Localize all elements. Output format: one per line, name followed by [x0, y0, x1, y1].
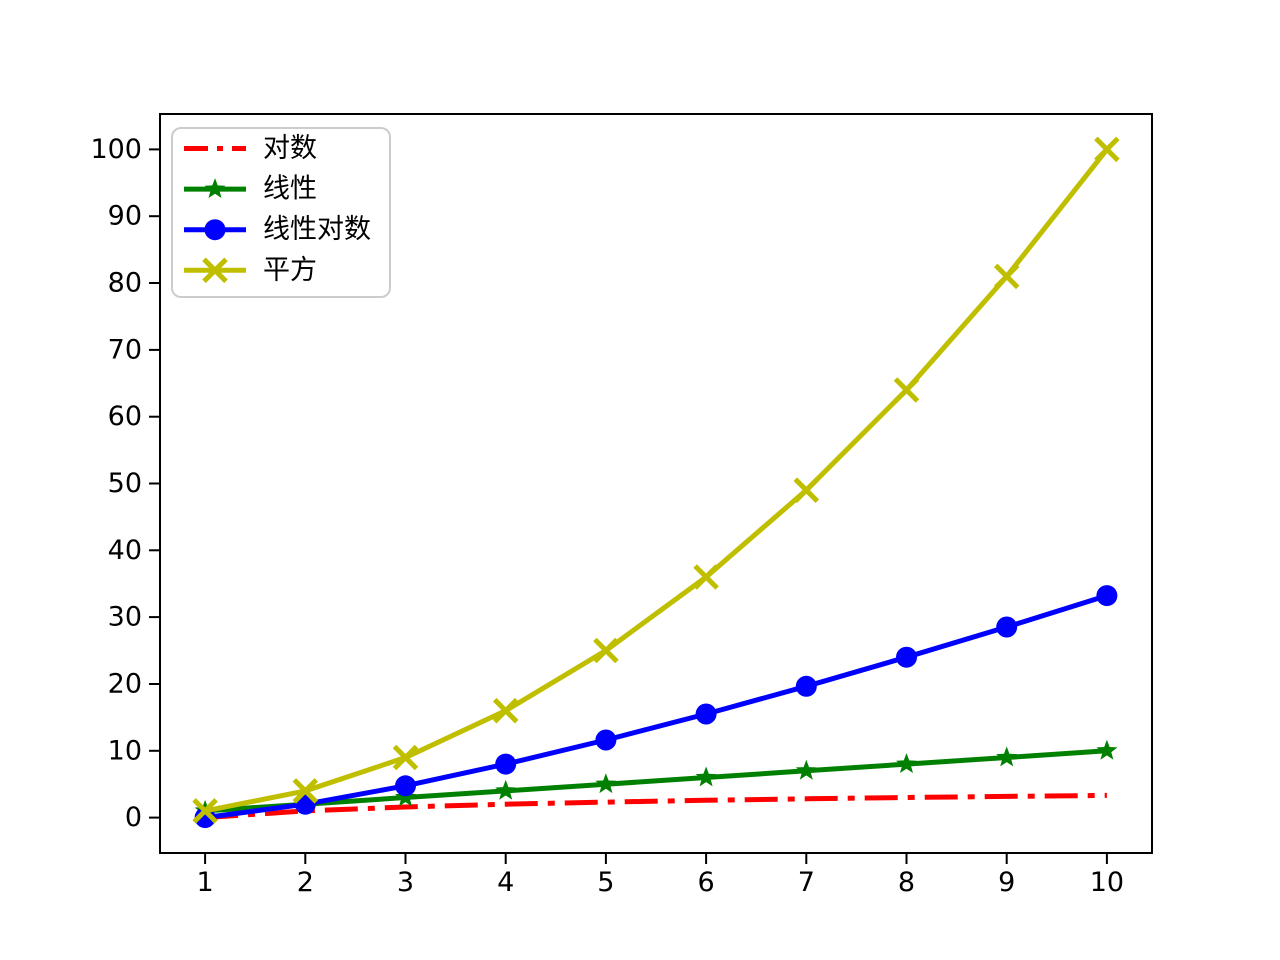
circle-marker-icon: [695, 703, 717, 725]
x-marker-icon: [693, 564, 719, 590]
y-tick-label: 30: [108, 602, 142, 633]
x-tick-label: 5: [597, 867, 614, 898]
star-marker-icon: [1096, 739, 1118, 760]
star-marker-icon: [595, 773, 617, 794]
legend-label: 线性对数: [263, 214, 371, 245]
x-marker-icon: [793, 477, 820, 503]
y-tick-label: 40: [108, 535, 142, 566]
circle-marker-icon: [996, 616, 1018, 638]
legend-entry: 线性: [184, 174, 317, 205]
y-tick-label: 50: [108, 468, 142, 499]
y-tick-label: 80: [108, 268, 142, 299]
star-marker-icon: [204, 178, 226, 198]
circle-marker-icon: [795, 675, 817, 697]
y-tick-label: 10: [108, 735, 142, 766]
x-tick-label: 1: [197, 867, 214, 898]
y-tick-label: 0: [125, 802, 142, 833]
legend-label: 平方: [263, 255, 317, 286]
circle-marker-icon: [204, 219, 226, 241]
legend-entry: 平方: [184, 255, 317, 286]
legend-label: 对数: [263, 133, 317, 164]
series-line: [204, 147, 1109, 814]
x-axis: 1 2 3 4 5 6 7 8 9 10: [197, 854, 1124, 898]
x-marker-icon: [202, 257, 228, 284]
star-marker-icon: [795, 759, 817, 780]
x-tick-label: 6: [698, 867, 715, 898]
y-tick-label: 60: [108, 401, 142, 432]
x-tick-label: 9: [998, 867, 1015, 898]
x-marker-icon: [893, 377, 920, 403]
legend-box: [171, 127, 391, 298]
series-line: [204, 748, 1108, 814]
x-tick-label: 4: [497, 867, 514, 898]
x-marker-icon: [593, 637, 619, 664]
legend-entry: 对数: [184, 133, 317, 164]
y-axis: 0 10 20 30 40 50 60 70 80 90 100: [90, 134, 159, 833]
series-4: [192, 136, 1120, 824]
star-marker-icon: [896, 753, 917, 773]
x-marker-icon: [192, 798, 218, 824]
x-marker-icon: [292, 778, 319, 804]
y-tick-label: 70: [108, 334, 142, 365]
x-tick-label: 7: [798, 867, 815, 898]
series-line: [204, 593, 1108, 821]
y-tick-label: 20: [108, 669, 142, 700]
x-tick-label: 3: [397, 867, 414, 898]
circle-marker-icon: [1096, 585, 1118, 607]
circle-marker-icon: [495, 753, 517, 775]
legend-label: 线性: [263, 174, 317, 205]
x-marker-icon: [993, 263, 1020, 290]
series-1: [204, 792, 1107, 821]
legend-entry: 线性对数: [184, 214, 371, 245]
plot-border: [159, 113, 1153, 854]
circle-marker-icon: [595, 729, 617, 751]
star-marker-icon: [996, 746, 1018, 767]
star-marker-icon: [395, 786, 416, 807]
x-marker-icon: [392, 744, 419, 771]
x-tick-label: 10: [1090, 867, 1124, 898]
y-tick-label: 100: [90, 134, 142, 165]
circle-marker-icon: [395, 775, 416, 797]
x-tick-label: 2: [297, 867, 314, 898]
x-marker-icon: [1094, 136, 1120, 163]
star-marker-icon: [695, 766, 717, 787]
x-tick-label: 8: [898, 867, 915, 898]
series-line: [204, 792, 1107, 821]
y-tick-label: 90: [108, 201, 142, 232]
x-marker-icon: [492, 697, 519, 724]
star-marker-icon: [495, 779, 517, 800]
circle-marker-icon: [896, 646, 917, 668]
